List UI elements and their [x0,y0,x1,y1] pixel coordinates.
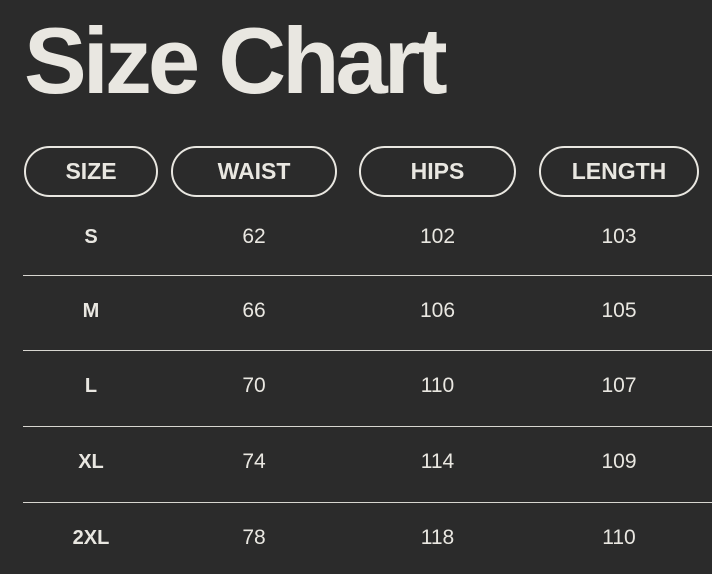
table-row: M 66 106 105 [0,291,712,331]
table-row: XL 74 114 109 [0,442,712,482]
hips-cell: 110 [420,374,455,397]
hips-cell: 114 [420,450,455,473]
header-length: LENGTH [539,146,699,197]
size-cell: S [84,225,98,248]
header-hips: HIPS [359,146,516,197]
size-cell: L [84,374,98,397]
waist-cell: 66 [242,299,266,322]
waist-cell: 74 [242,450,266,473]
header-size: SIZE [24,146,158,197]
waist-cell: 78 [242,526,266,549]
waist-cell: 62 [242,225,266,248]
hips-cell: 118 [420,526,455,549]
length-cell: 107 [601,374,637,397]
length-cell: 105 [601,299,637,322]
row-divider [23,502,712,503]
header-waist: WAIST [171,146,337,197]
row-divider [23,426,712,427]
table-row: S 62 102 103 [0,217,712,257]
size-cell: 2XL [72,526,110,549]
table-row: L 70 110 107 [0,366,712,406]
length-cell: 109 [601,450,637,473]
row-divider [23,350,712,351]
hips-cell: 102 [419,225,456,248]
hips-cell: 106 [419,299,456,322]
waist-cell: 70 [242,374,266,397]
size-cell: M [82,299,100,322]
length-cell: 110 [602,526,636,549]
length-cell: 103 [601,225,637,248]
page-title: Size Chart [24,8,448,113]
row-divider [23,275,712,276]
table-row: 2XL 78 118 110 [0,518,712,558]
size-cell: XL [78,450,104,473]
